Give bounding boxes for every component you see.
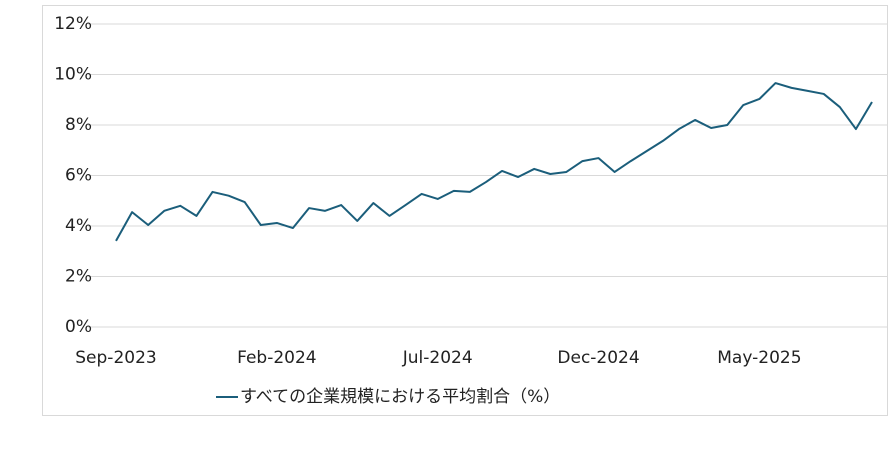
y-tick-label: 8% [65, 115, 92, 135]
y-tick-label: 12% [54, 14, 92, 34]
x-tick-label: Feb-2024 [237, 348, 317, 368]
y-tick-label: 6% [65, 166, 92, 186]
x-tick-label: Sep-2023 [75, 348, 156, 368]
y-tick-label: 4% [65, 216, 92, 236]
y-tick-label: 2% [65, 267, 92, 287]
x-tick-label: May-2025 [717, 348, 801, 368]
legend-label: すべての企業規模における平均割合（%） [240, 387, 560, 407]
y-tick-label: 10% [54, 65, 92, 85]
x-tick-label: Dec-2024 [557, 348, 639, 368]
y-tick-label: 0% [65, 317, 92, 337]
chart-frame [42, 5, 888, 416]
series-line [115, 82, 873, 242]
x-tick-label: Jul-2024 [402, 348, 473, 368]
